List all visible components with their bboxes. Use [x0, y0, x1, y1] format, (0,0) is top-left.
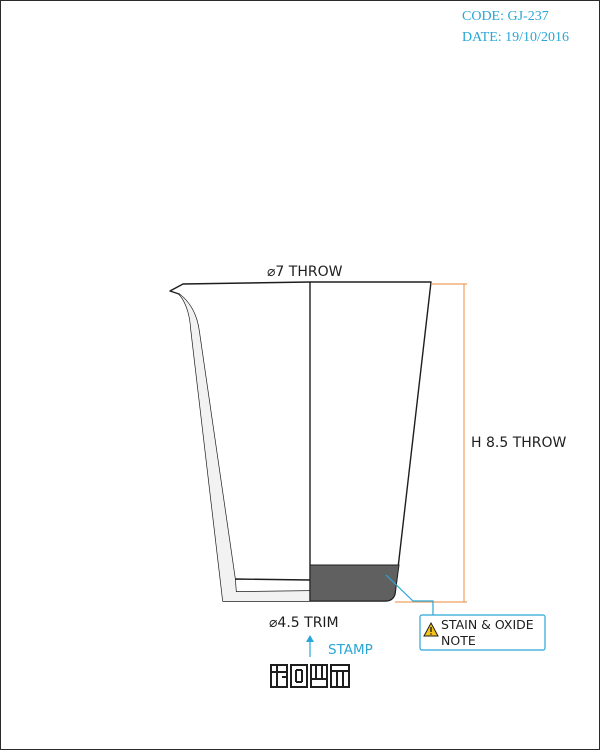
note-leader — [385, 574, 434, 615]
elevation-outline — [310, 281, 432, 602]
note-line-1: STAIN & OXIDE — [441, 617, 534, 632]
section-wall-fill — [179, 294, 310, 601]
height-dimension — [395, 283, 467, 603]
stamp-arrow — [306, 635, 314, 657]
note-box — [419, 614, 546, 651]
warning-triangle-icon — [423, 621, 439, 637]
code-label: CODE: GJ-237 — [462, 9, 549, 24]
date-label: DATE: 19/10/2016 — [462, 30, 569, 45]
stamp-label: STAMP — [328, 642, 373, 658]
stain-band — [309, 564, 400, 602]
section-outline — [169, 281, 311, 602]
rim-diameter-label: ⌀7 THROW — [267, 264, 343, 280]
note-line-2: NOTE — [441, 633, 476, 648]
foot-diameter-label: ⌀4.5 TRIM — [269, 615, 339, 631]
height-label: H 8.5 THROW — [471, 435, 567, 451]
maker-seal-icon — [270, 664, 350, 688]
title-block: CODE: GJ-237 DATE: 19/10/2016 — [462, 6, 569, 48]
